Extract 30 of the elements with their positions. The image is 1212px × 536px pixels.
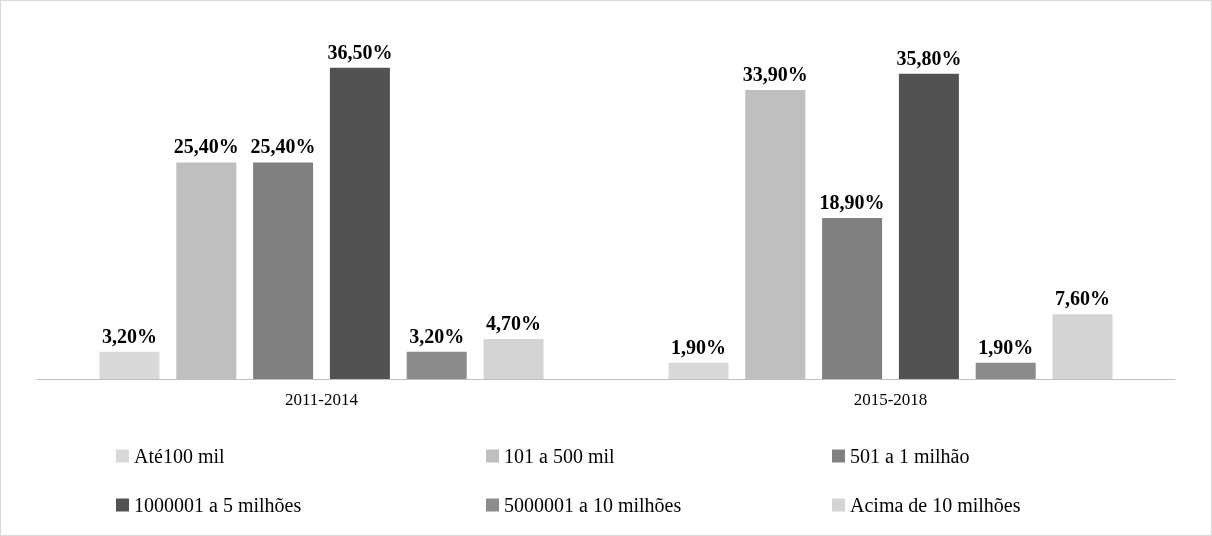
bar xyxy=(483,338,544,379)
legend-label: Até100 mil xyxy=(134,445,225,467)
bar xyxy=(898,73,959,379)
data-label: 25,40% xyxy=(250,135,316,158)
bar xyxy=(1052,314,1113,379)
legend-label: 1000001 a 5 milhões xyxy=(134,494,302,516)
x-tick-label: 2015-2018 xyxy=(853,390,928,409)
legend-label: Acima de 10 milhões xyxy=(850,494,1021,516)
bar xyxy=(406,351,467,379)
data-label: 18,90% xyxy=(819,190,885,213)
legend-label: 101 a 500 mil xyxy=(504,445,615,467)
bar xyxy=(975,362,1036,379)
legend-label: 5000001 a 10 milhões xyxy=(504,494,682,516)
data-label: 3,20% xyxy=(409,324,465,347)
data-label: 1,90% xyxy=(671,335,726,358)
bar xyxy=(253,162,314,379)
data-label: 35,80% xyxy=(896,46,962,69)
data-label: 7,60% xyxy=(1055,287,1110,310)
data-label: 3,20% xyxy=(102,324,157,347)
data-label: 4,70% xyxy=(486,311,541,334)
data-label: 36,50% xyxy=(327,40,393,63)
bar xyxy=(822,217,883,379)
bar xyxy=(99,351,160,379)
bar xyxy=(329,67,390,379)
x-tick-label: 2011-2014 xyxy=(284,390,359,409)
bar xyxy=(668,362,729,379)
data-label: 25,40% xyxy=(173,135,239,158)
data-label: 1,90% xyxy=(978,335,1034,358)
legend-label: 501 a 1 milhão xyxy=(850,445,970,467)
data-label: 33,90% xyxy=(742,63,808,85)
